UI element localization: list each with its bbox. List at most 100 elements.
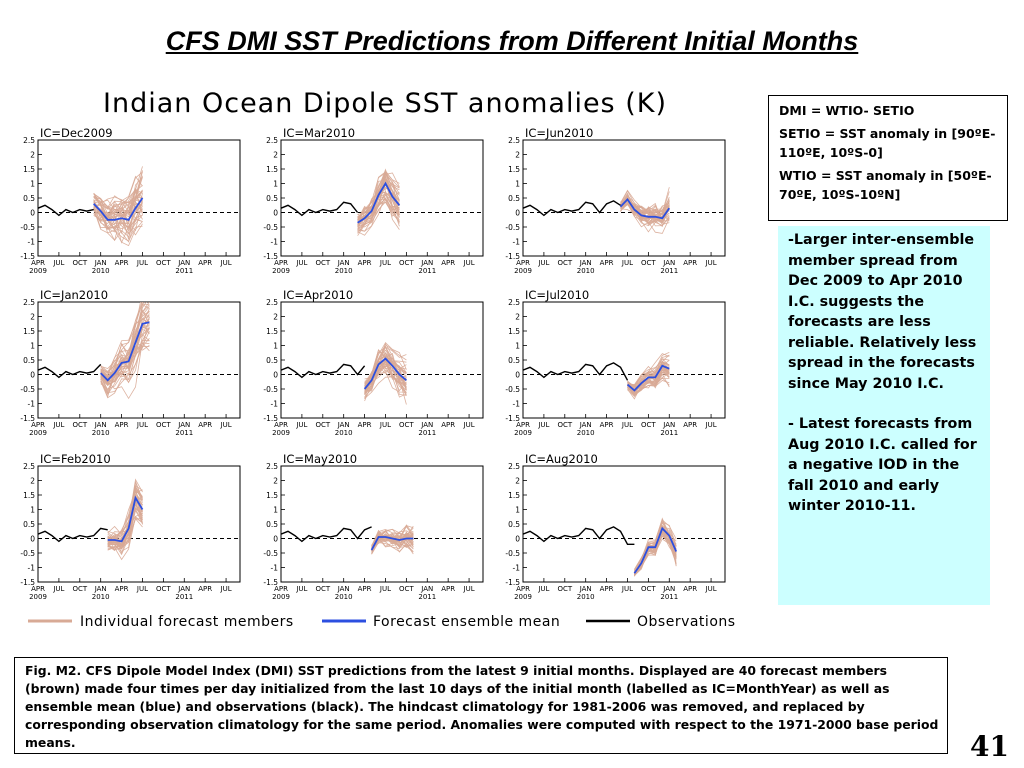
forecast-member-line	[364, 355, 407, 386]
x-tick-label: APR	[600, 421, 614, 429]
x-tick-label: JAN	[177, 259, 190, 267]
y-tick-label: -0.5	[505, 385, 520, 394]
forecast-member-line	[107, 508, 143, 555]
x-tick-label: JAN	[177, 585, 190, 593]
x-tick-label: APR	[115, 585, 129, 593]
x-tick-year: 2011	[418, 429, 436, 437]
forecast-member-line	[93, 191, 143, 234]
x-tick-year: 2011	[660, 593, 678, 601]
panel-ic-label: IC=Apr2010	[283, 288, 353, 302]
y-tick-label: -1	[28, 400, 36, 409]
y-tick-label: -1	[28, 238, 36, 247]
x-tick-label: JAN	[420, 585, 433, 593]
forecast-member-line	[364, 367, 407, 396]
x-tick-label: APR	[683, 259, 697, 267]
forecast-member-line	[93, 204, 143, 233]
y-tick-label: 0.5	[266, 356, 278, 365]
x-tick-year: 2010	[335, 593, 353, 601]
x-tick-label: JAN	[662, 421, 675, 429]
y-tick-label: 2	[273, 477, 278, 486]
y-tick-label: -0.5	[263, 223, 278, 232]
x-tick-label: JUL	[537, 585, 549, 593]
panel-ic-label: IC=Jan2010	[40, 288, 108, 302]
y-tick-label: 1	[273, 180, 278, 189]
observations-line	[522, 362, 629, 381]
x-tick-label: JUL	[52, 421, 64, 429]
panel-frame	[522, 465, 726, 583]
x-tick-year: 2011	[175, 593, 193, 601]
y-tick-label: -1	[271, 400, 279, 409]
y-tick-label: 2	[515, 313, 520, 322]
x-tick-label: OCT	[315, 585, 330, 593]
y-tick-label: -1	[513, 400, 521, 409]
y-tick-label: -1.5	[263, 578, 278, 587]
ensemble-mean-line	[370, 536, 414, 551]
observations-line	[280, 201, 359, 217]
y-tick-label: 1.5	[266, 165, 278, 174]
x-tick-label: JAN	[579, 421, 592, 429]
x-tick-label: JUL	[136, 421, 148, 429]
y-tick-label: 1	[273, 342, 278, 351]
observations-line	[37, 363, 102, 379]
y-tick-label: 1.5	[508, 327, 520, 336]
x-tick-label: JAN	[94, 585, 107, 593]
y-tick-label: -0.5	[20, 385, 35, 394]
x-tick-label: OCT	[641, 585, 656, 593]
y-tick-label: 1	[515, 342, 520, 351]
y-tick-label: 2.5	[23, 298, 35, 307]
x-tick-year: 2010	[577, 593, 595, 601]
x-tick-label: JUL	[295, 585, 307, 593]
legend-observations-label: Observations	[637, 614, 736, 630]
y-tick-label: -1.5	[20, 252, 35, 261]
x-tick-label: APR	[31, 585, 45, 593]
x-tick-label: JUL	[705, 585, 717, 593]
x-tick-year: 2010	[335, 267, 353, 275]
x-tick-year: 2010	[577, 267, 595, 275]
figure-caption: Fig. M2. CFS Dipole Model Index (DMI) SS…	[14, 657, 948, 754]
x-tick-year: 2009	[272, 267, 290, 275]
forecast-member-line	[357, 197, 400, 232]
y-tick-label: 2.5	[508, 298, 520, 307]
x-tick-label: OCT	[399, 259, 414, 267]
y-tick-label: 0.5	[23, 194, 35, 203]
y-tick-label: 1.5	[23, 491, 35, 500]
forecast-member-line	[364, 352, 407, 392]
forecast-member-line	[357, 183, 400, 220]
x-tick-year: 2009	[272, 593, 290, 601]
forecast-member-line	[93, 201, 143, 220]
y-tick-label: 2	[515, 151, 520, 160]
x-tick-year: 2009	[514, 429, 532, 437]
x-tick-label: APR	[115, 421, 129, 429]
forecast-member-line	[93, 199, 143, 232]
legend-mean-label: Forecast ensemble mean	[373, 614, 560, 630]
x-tick-label: JUL	[220, 259, 232, 267]
x-tick-label: JAN	[579, 585, 592, 593]
forecast-member-line	[620, 192, 670, 221]
ensemble-members	[357, 168, 400, 236]
x-tick-label: APR	[600, 585, 614, 593]
observations-line	[280, 363, 366, 379]
x-tick-label: APR	[516, 585, 530, 593]
panel-ic-label: IC=Jul2010	[525, 288, 589, 302]
y-tick-label: 2.5	[508, 136, 520, 145]
y-tick-label: 1	[30, 342, 35, 351]
x-tick-year: 2011	[175, 267, 193, 275]
y-tick-label: 1.5	[23, 165, 35, 174]
y-tick-label: 1.5	[266, 327, 278, 336]
forecast-member-line	[371, 531, 414, 550]
panel-frame	[37, 139, 241, 257]
x-tick-label: OCT	[72, 421, 87, 429]
y-tick-label: 1	[30, 506, 35, 515]
x-tick-label: APR	[274, 585, 288, 593]
x-tick-label: APR	[31, 259, 45, 267]
y-tick-label: 0	[273, 371, 278, 380]
forecast-member-line	[100, 328, 150, 376]
y-tick-label: -0.5	[505, 223, 520, 232]
x-tick-year: 2010	[577, 429, 595, 437]
x-tick-year: 2010	[335, 429, 353, 437]
x-tick-year: 2009	[514, 593, 532, 601]
